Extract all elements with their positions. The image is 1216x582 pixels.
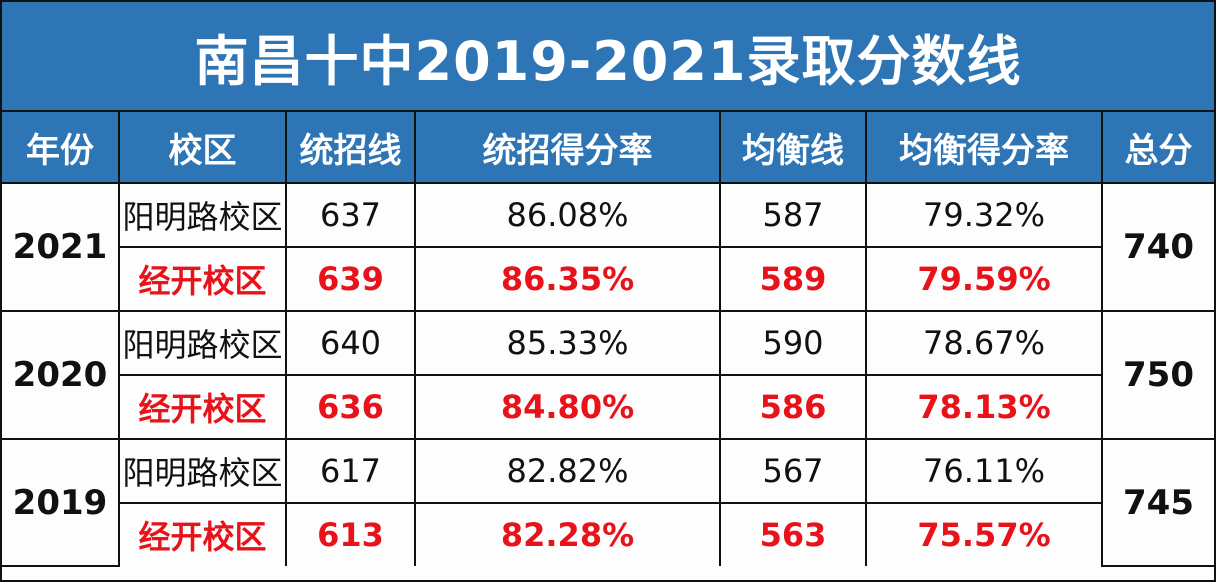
header-total: 总分 [1101, 112, 1214, 184]
tongzhao-rate-cell: 86.35% [414, 246, 721, 312]
campus-cell: 经开校区 [119, 374, 287, 440]
junheng-line-cell: 589 [719, 246, 867, 312]
header-year: 年份 [2, 112, 120, 184]
tongzhao-line-cell: 636 [285, 374, 416, 440]
junheng-line-cell: 567 [719, 438, 867, 504]
header-row: 年份 校区 统招线 统招得分率 均衡线 均衡得分率 总分 [2, 112, 1214, 184]
tongzhao-rate-cell: 86.08% [414, 182, 721, 248]
tongzhao-line-cell: 640 [285, 310, 416, 376]
junheng-line-cell: 563 [719, 502, 867, 566]
tongzhao-rate-cell: 84.80% [414, 374, 721, 440]
junheng-rate-cell: 79.59% [865, 246, 1102, 312]
junheng-line-cell: 587 [719, 182, 867, 248]
junheng-line-cell: 590 [719, 310, 867, 376]
tongzhao-line-cell: 613 [285, 502, 416, 566]
year-cell: 2020 [2, 310, 120, 440]
tongzhao-rate-cell: 82.82% [414, 438, 721, 504]
table-row-highlighted: 经开校区 639 86.35% 589 79.59% [2, 246, 1214, 312]
admission-score-table: 年份 校区 统招线 统招得分率 均衡线 均衡得分率 总分 2021 阳明路校区 … [2, 112, 1214, 567]
tongzhao-rate-cell: 82.28% [414, 502, 721, 566]
year-cell: 2021 [2, 182, 120, 312]
junheng-rate-cell: 78.13% [865, 374, 1102, 440]
header-junheng-rate: 均衡得分率 [865, 112, 1103, 184]
junheng-rate-cell: 76.11% [865, 438, 1103, 504]
table-row-highlighted: 经开校区 636 84.80% 586 78.13% [2, 374, 1214, 440]
campus-cell: 阳明路校区 [118, 182, 287, 248]
junheng-line-cell: 586 [719, 374, 867, 440]
tongzhao-rate-cell: 85.33% [414, 310, 721, 376]
campus-cell: 阳明路校区 [118, 438, 287, 504]
campus-cell: 经开校区 [119, 246, 287, 312]
header-tongzhao-line: 统招线 [285, 112, 416, 184]
total-score-cell: 745 [1101, 438, 1214, 567]
table-row: 2020 阳明路校区 640 85.33% 590 78.67% 750 [2, 310, 1214, 440]
table-row: 2021 阳明路校区 637 86.08% 587 79.32% 740 [2, 182, 1214, 312]
header-junheng-line: 均衡线 [719, 112, 867, 184]
title-band: 南昌十中2019-2021录取分数线 [2, 2, 1214, 112]
table-row-highlighted: 经开校区 613 82.28% 563 75.57% [2, 502, 1214, 566]
campus-cell: 阳明路校区 [118, 310, 287, 376]
junheng-rate-cell: 79.32% [865, 182, 1103, 248]
tongzhao-line-cell: 637 [285, 182, 416, 248]
campus-cell: 经开校区 [119, 502, 287, 566]
total-score-cell: 740 [1101, 182, 1214, 312]
tongzhao-line-cell: 617 [285, 438, 416, 504]
junheng-rate-cell: 78.67% [865, 310, 1103, 376]
year-cell: 2019 [2, 438, 120, 567]
tongzhao-line-cell: 639 [285, 246, 416, 312]
table-row: 2019 阳明路校区 617 82.82% 567 76.11% 745 [2, 438, 1214, 567]
header-tongzhao-rate: 统招得分率 [414, 112, 721, 184]
page-title: 南昌十中2019-2021录取分数线 [194, 29, 1022, 93]
junheng-rate-cell: 75.57% [865, 502, 1102, 566]
header-campus: 校区 [118, 112, 287, 184]
total-score-cell: 750 [1101, 310, 1214, 440]
